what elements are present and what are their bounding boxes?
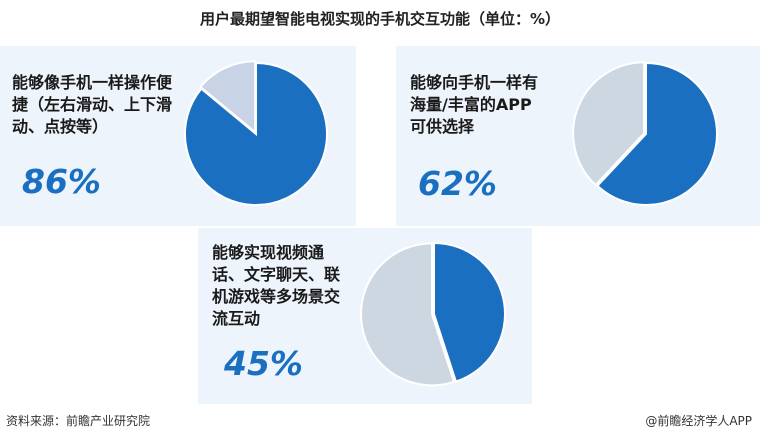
label-line: 机游戏等多场景交 (212, 287, 341, 306)
value-label: 62% (418, 164, 497, 203)
label-line: 动、点按等） (12, 117, 109, 136)
pie-slice-value (433, 241, 506, 383)
panel-app-choice: 能够向手机一样有 海量/丰富的APP 可供选择 62% (396, 46, 760, 226)
label-line: 海量/丰富的APP (410, 95, 532, 114)
value-label: 86% (22, 162, 101, 201)
label-line: 捷（左右滑动、上下滑 (12, 95, 173, 114)
label-line: 能够实现视频通 (212, 243, 325, 262)
pie-chart (360, 241, 506, 387)
source-note: 资料来源：前瞻产业研究院 (6, 414, 151, 428)
credit-note: @前瞻经济学人APP (645, 414, 752, 428)
pie-slice-value (595, 61, 718, 206)
label-line: 可供选择 (410, 117, 475, 136)
label-line: 能够像手机一样操作便 (12, 73, 173, 92)
panel-label: 能够实现视频通 话、文字聊天、联 机游戏等多场景交 流互动 (212, 242, 340, 330)
label-line: 流互动 (212, 309, 261, 328)
panel-label: 能够向手机一样有 海量/丰富的APP 可供选择 (410, 72, 538, 138)
panel-multi-scene-interaction: 能够实现视频通 话、文字聊天、联 机游戏等多场景交 流互动 45% (198, 228, 532, 404)
label-line: 话、文字聊天、联 (212, 265, 341, 284)
pie-chart (572, 61, 718, 206)
pie-slice-value (184, 61, 328, 206)
panel-touch-operation: 能够像手机一样操作便 捷（左右滑动、上下滑 动、点按等） 86% (0, 46, 356, 226)
panel-label: 能够像手机一样操作便 捷（左右滑动、上下滑 动、点按等） (12, 72, 172, 138)
value-label: 45% (224, 344, 303, 383)
chart-title: 用户最期望智能电视实现的手机交互功能（单位：%） (199, 10, 561, 28)
pie-slice-remainder (360, 242, 456, 387)
label-line: 能够向手机一样有 (410, 73, 539, 92)
pie-slice-remainder (572, 61, 646, 187)
pie-chart (184, 60, 328, 206)
pie-slice-remainder (199, 60, 257, 135)
